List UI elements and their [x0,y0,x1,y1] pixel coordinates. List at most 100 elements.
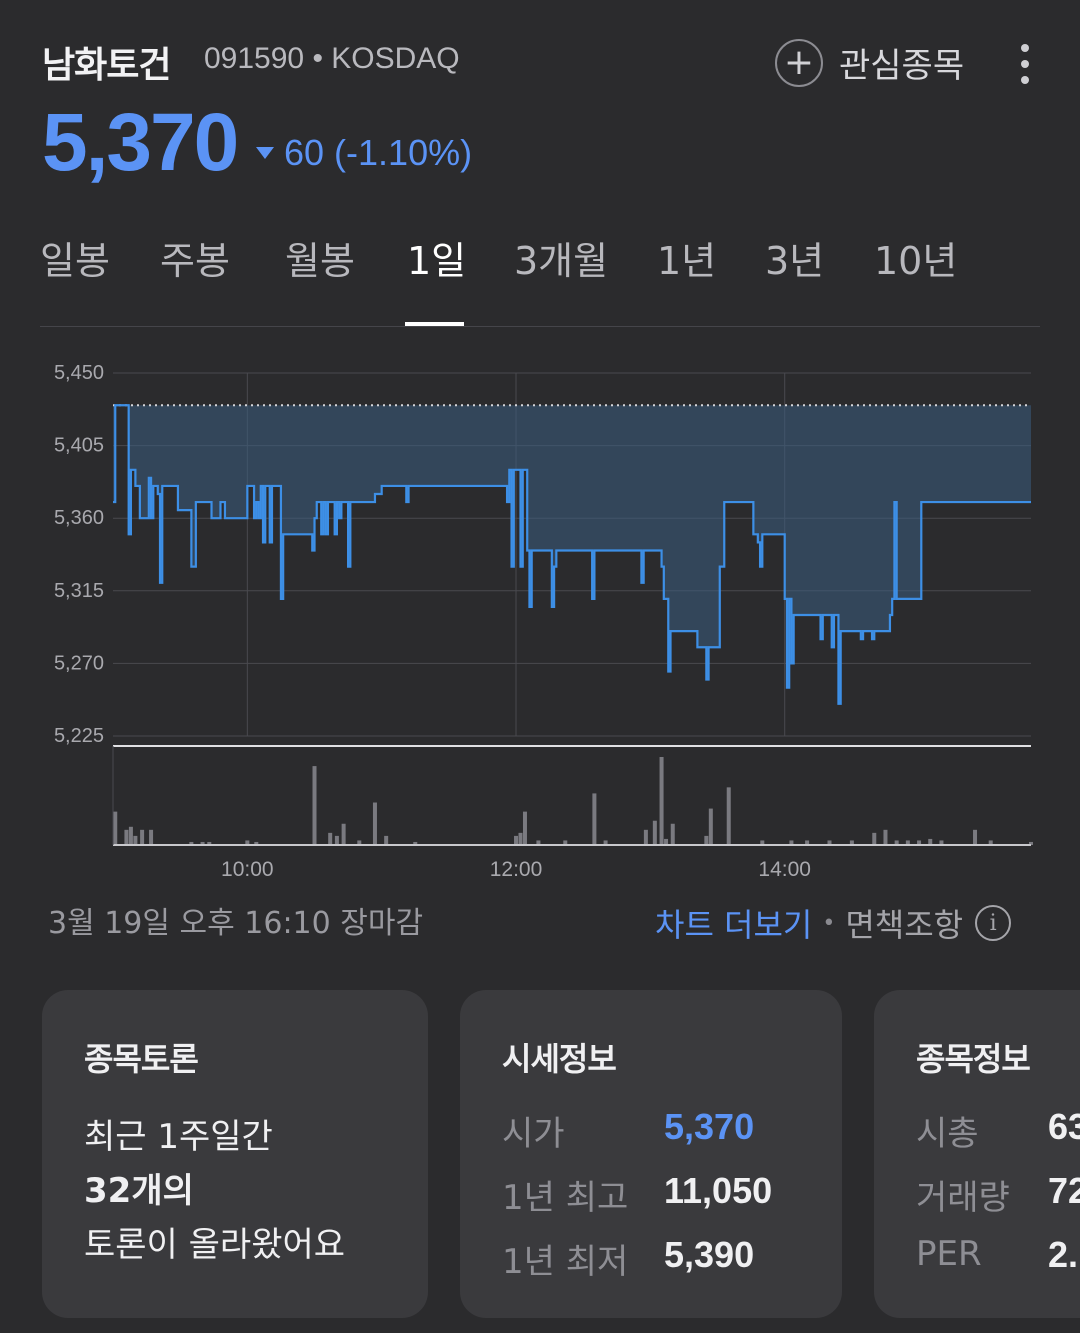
quote-label: 1년 최저 [502,1242,629,1282]
info-label: 시총 [916,1114,979,1154]
stock-code-market: 091590 • KOSDAQ [204,42,460,75]
volume-bar [514,835,519,845]
volume-bar [708,808,713,845]
price-area-fill [113,405,1031,704]
disclaimer-link[interactable]: 면책조항 [845,906,964,944]
quote-label: 1년 최고 [502,1178,629,1218]
quote-row-year-low: 1년 최저 5,390 [502,1234,800,1298]
volume-bar [536,840,541,845]
info-row-per: PER 2. [916,1234,1080,1298]
info-value: 2. [1048,1234,1079,1275]
volume-bar [917,840,922,845]
discussion-summary: 최근 1주일간 32개의 토론이 올라왔어요 [84,1110,386,1272]
period-tabs: 일봉 주봉 월봉 1일 3개월 1년 3년 10년 [40,230,1040,327]
chart-footer-links: 차트 더보기 • 면책조항 i [655,900,1012,946]
volume-bar [670,823,675,845]
volume-bar [592,793,597,845]
info-value: 63 [1048,1106,1080,1147]
volume-bar [334,835,339,845]
tab-1year[interactable]: 1년 [657,239,717,283]
volume-bar [518,832,523,845]
discussion-line-1: 최근 1주일간 [84,1117,273,1157]
x-tick-label: 10:00 [221,858,274,881]
volume-bar [726,787,731,845]
tab-10years[interactable]: 10년 [874,239,958,283]
volume-bar [643,829,648,845]
volume-bar [1029,841,1033,845]
y-tick-label: 5,270 [54,652,104,674]
price-change: 60 (-1.10%) [256,132,472,174]
quote-row-year-high: 1년 최고 11,050 [502,1170,800,1234]
volume-bar [189,841,194,845]
y-tick-label: 5,315 [54,580,104,602]
quote-value: 11,050 [664,1170,773,1211]
volume-bar [872,832,877,845]
more-chart-link[interactable]: 차트 더보기 [655,906,813,944]
volume-bar [254,841,259,845]
stock-header: 남화토건 091590 • KOSDAQ + 관심종목 [42,36,1040,87]
info-label: PER [916,1234,982,1274]
quote-value: 5,390 [664,1234,755,1275]
quote-label: 시가 [502,1114,565,1154]
tab-3months[interactable]: 3개월 [514,239,609,283]
volume-bar [988,840,993,845]
volume-bar [522,811,527,845]
volume-bar [603,840,608,845]
y-tick-label: 5,225 [54,725,104,747]
tab-3years[interactable]: 3년 [765,239,825,283]
volume-bar [207,841,212,845]
favorite-label: 관심종목 [839,46,965,86]
volume-bar [664,838,669,845]
volume-bar [827,840,832,845]
volume-bar [652,820,657,845]
volume-bar [341,823,346,845]
tab-weekly[interactable]: 주봉 [160,239,230,283]
volume-bar [200,841,205,845]
x-tick-label: 14:00 [758,858,811,881]
volume-bar [133,835,138,845]
quote-row-open: 시가 5,370 [502,1106,800,1170]
stock-name: 남화토건 [42,45,171,86]
volume-bar [413,841,418,845]
volume-bar [140,829,145,845]
volume-bar [563,840,568,845]
volume-bar [372,802,377,845]
more-vertical-icon[interactable] [1014,44,1036,84]
volume-bar [357,840,362,845]
intraday-price-chart[interactable]: 5,450 5,405 5,360 5,315 5,270 5,225 10:00 12:00… [0,340,1080,900]
quote-value: 5,370 [664,1106,755,1147]
discussion-card-title: 종목토론 [84,1040,199,1078]
quote-card-title: 시세정보 [502,1040,617,1078]
discussion-card[interactable]: 종목토론 최근 1주일간 32개의 토론이 올라왔어요 [42,990,428,1318]
volume-bar [939,840,944,845]
stock-info-card-title: 종목정보 [916,1040,1031,1078]
x-tick-label: 12:00 [490,858,543,881]
price-change-text: 60 (-1.10%) [284,132,473,173]
separator-dot: • [822,910,836,936]
add-favorite-button[interactable]: + 관심종목 [775,38,964,87]
volume-bar [113,811,118,845]
market-close-timestamp: 3월 19일 오후 16:10 장마감 [48,906,424,941]
y-tick-label: 5,450 [54,362,104,384]
tab-1day[interactable]: 1일 [407,239,467,283]
info-row-market-cap: 시총 63 [916,1106,1080,1170]
active-tab-underline [405,322,464,326]
info-icon[interactable]: i [975,905,1012,941]
stock-info-card[interactable]: 종목정보 시총 63 거래량 72 PER 2. [874,990,1080,1318]
volume-bar [973,829,978,845]
down-triangle-icon [256,147,274,159]
volume-bar [760,840,765,845]
volume-bar [805,840,810,845]
info-value: 72 [1048,1170,1080,1211]
plus-circle-icon: + [775,38,823,87]
quote-card[interactable]: 시세정보 시가 5,370 1년 최고 11,050 1년 최저 5,390 [460,990,842,1318]
volume-bar [384,835,389,845]
tab-daily[interactable]: 일봉 [40,239,110,283]
current-price: 5,370 [42,97,239,188]
price-line [113,404,1031,705]
tab-monthly[interactable]: 월봉 [285,239,355,283]
volume-bar [124,829,129,845]
volume-bar [149,829,154,845]
volume-bar [659,757,664,845]
y-tick-label: 5,405 [54,435,104,457]
